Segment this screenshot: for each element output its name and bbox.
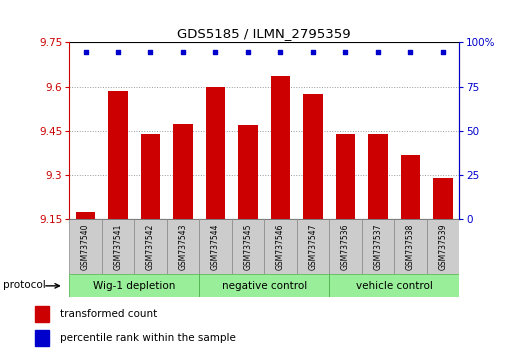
- Text: GSM737543: GSM737543: [179, 224, 187, 270]
- Text: vehicle control: vehicle control: [356, 281, 432, 291]
- Bar: [368, 134, 388, 219]
- Point: [374, 50, 382, 55]
- Text: GSM737541: GSM737541: [113, 224, 123, 270]
- Point: [277, 50, 285, 55]
- Point: [341, 50, 349, 55]
- Text: GSM737536: GSM737536: [341, 224, 350, 270]
- Bar: [173, 124, 193, 219]
- Point: [439, 50, 447, 55]
- Bar: [336, 134, 355, 219]
- Bar: [329, 219, 362, 274]
- Text: protocol: protocol: [4, 280, 46, 290]
- Text: GSM737537: GSM737537: [373, 224, 382, 270]
- Bar: [102, 219, 134, 274]
- Bar: [35, 306, 49, 322]
- Bar: [199, 219, 232, 274]
- Point: [146, 50, 154, 55]
- Bar: [108, 91, 128, 219]
- Text: Wig-1 depletion: Wig-1 depletion: [93, 281, 175, 291]
- Bar: [329, 274, 459, 297]
- Bar: [199, 274, 329, 297]
- Text: transformed count: transformed count: [61, 309, 157, 319]
- Bar: [206, 87, 225, 219]
- Point: [82, 50, 90, 55]
- Text: GSM737542: GSM737542: [146, 224, 155, 270]
- Bar: [264, 219, 297, 274]
- Bar: [401, 155, 420, 219]
- Text: GSM737538: GSM737538: [406, 224, 415, 270]
- Bar: [69, 219, 102, 274]
- Text: GSM737539: GSM737539: [439, 224, 447, 270]
- Bar: [433, 178, 452, 219]
- Point: [309, 50, 317, 55]
- Point: [244, 50, 252, 55]
- Text: GSM737545: GSM737545: [244, 224, 252, 270]
- Point: [114, 50, 122, 55]
- Bar: [271, 76, 290, 219]
- Point: [406, 50, 415, 55]
- Bar: [232, 219, 264, 274]
- Text: GSM737547: GSM737547: [308, 224, 318, 270]
- Bar: [69, 274, 199, 297]
- Bar: [76, 212, 95, 219]
- Text: GSM737540: GSM737540: [81, 224, 90, 270]
- Bar: [362, 219, 394, 274]
- Text: GSM737546: GSM737546: [276, 224, 285, 270]
- Text: percentile rank within the sample: percentile rank within the sample: [61, 333, 236, 343]
- Bar: [427, 219, 459, 274]
- Point: [211, 50, 220, 55]
- Bar: [297, 219, 329, 274]
- Bar: [303, 94, 323, 219]
- Point: [179, 50, 187, 55]
- Bar: [167, 219, 199, 274]
- Text: negative control: negative control: [222, 281, 307, 291]
- Bar: [394, 219, 427, 274]
- Bar: [238, 125, 258, 219]
- Bar: [134, 219, 167, 274]
- Text: GSM737544: GSM737544: [211, 224, 220, 270]
- Bar: [141, 134, 160, 219]
- Bar: [35, 330, 49, 346]
- Title: GDS5185 / ILMN_2795359: GDS5185 / ILMN_2795359: [177, 27, 351, 40]
